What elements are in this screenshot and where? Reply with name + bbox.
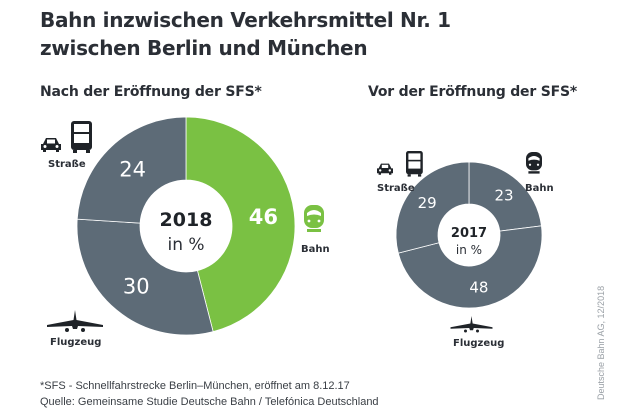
center-label-2018: 2018 bbox=[160, 209, 213, 231]
donut-2017: 23 48 29 bbox=[395, 161, 543, 309]
label-bahn-2017: Bahn bbox=[525, 183, 554, 194]
label-flugzeug-2017: Flugzeug bbox=[453, 338, 504, 349]
value-label-bahn-2018: 46 bbox=[249, 205, 278, 229]
bus-icon bbox=[71, 121, 92, 153]
value-label-flugzeug-2017: 48 bbox=[469, 278, 488, 296]
car-icon bbox=[41, 138, 61, 152]
center-unit-2017: in % bbox=[456, 243, 482, 257]
center-unit-2018: in % bbox=[167, 235, 204, 255]
donut-2018: 46 30 24 bbox=[76, 116, 296, 336]
center-label-2017: 2017 bbox=[451, 226, 487, 241]
airplane-icon bbox=[450, 316, 493, 333]
label-bahn-2018: Bahn bbox=[301, 244, 330, 255]
label-flugzeug-2018: Flugzeug bbox=[50, 337, 101, 348]
footnote: *SFS - Schnellfahrstrecke Berlin–München… bbox=[40, 378, 379, 410]
value-label-bahn-2017: 23 bbox=[495, 187, 514, 205]
bus-icon bbox=[406, 151, 423, 177]
subtitle-after-sfs: Nach der Eröffnung der SFS* bbox=[40, 84, 262, 100]
donut-hole bbox=[140, 180, 232, 272]
footnote-source: Quelle: Gemeinsame Studie Deutsche Bahn … bbox=[40, 396, 379, 408]
car-icon bbox=[377, 163, 393, 175]
airplane-icon bbox=[47, 310, 103, 332]
label-strasse-2018: Straße bbox=[48, 159, 86, 170]
train-icon bbox=[526, 152, 542, 174]
image-credit: Deutsche Bahn AG, 12/2018 bbox=[596, 285, 606, 400]
donut-hole bbox=[438, 204, 500, 266]
footnote-sfs: *SFS - Schnellfahrstrecke Berlin–München… bbox=[40, 380, 350, 392]
title-line-2: zwischen Berlin und München bbox=[40, 36, 368, 60]
title-line-1: Bahn inzwischen Verkehrsmittel Nr. 1 bbox=[40, 8, 451, 32]
value-label-strasse-2017: 29 bbox=[418, 194, 437, 212]
label-strasse-2017: Straße bbox=[377, 183, 415, 194]
train-icon bbox=[304, 205, 324, 232]
subtitle-before-sfs: Vor der Eröffnung der SFS* bbox=[368, 84, 577, 100]
value-label-flugzeug-2018: 30 bbox=[123, 275, 150, 299]
value-label-strasse-2018: 24 bbox=[119, 158, 146, 182]
chart-title: Bahn inzwischen Verkehrsmittel Nr. 1 zwi… bbox=[40, 6, 451, 62]
